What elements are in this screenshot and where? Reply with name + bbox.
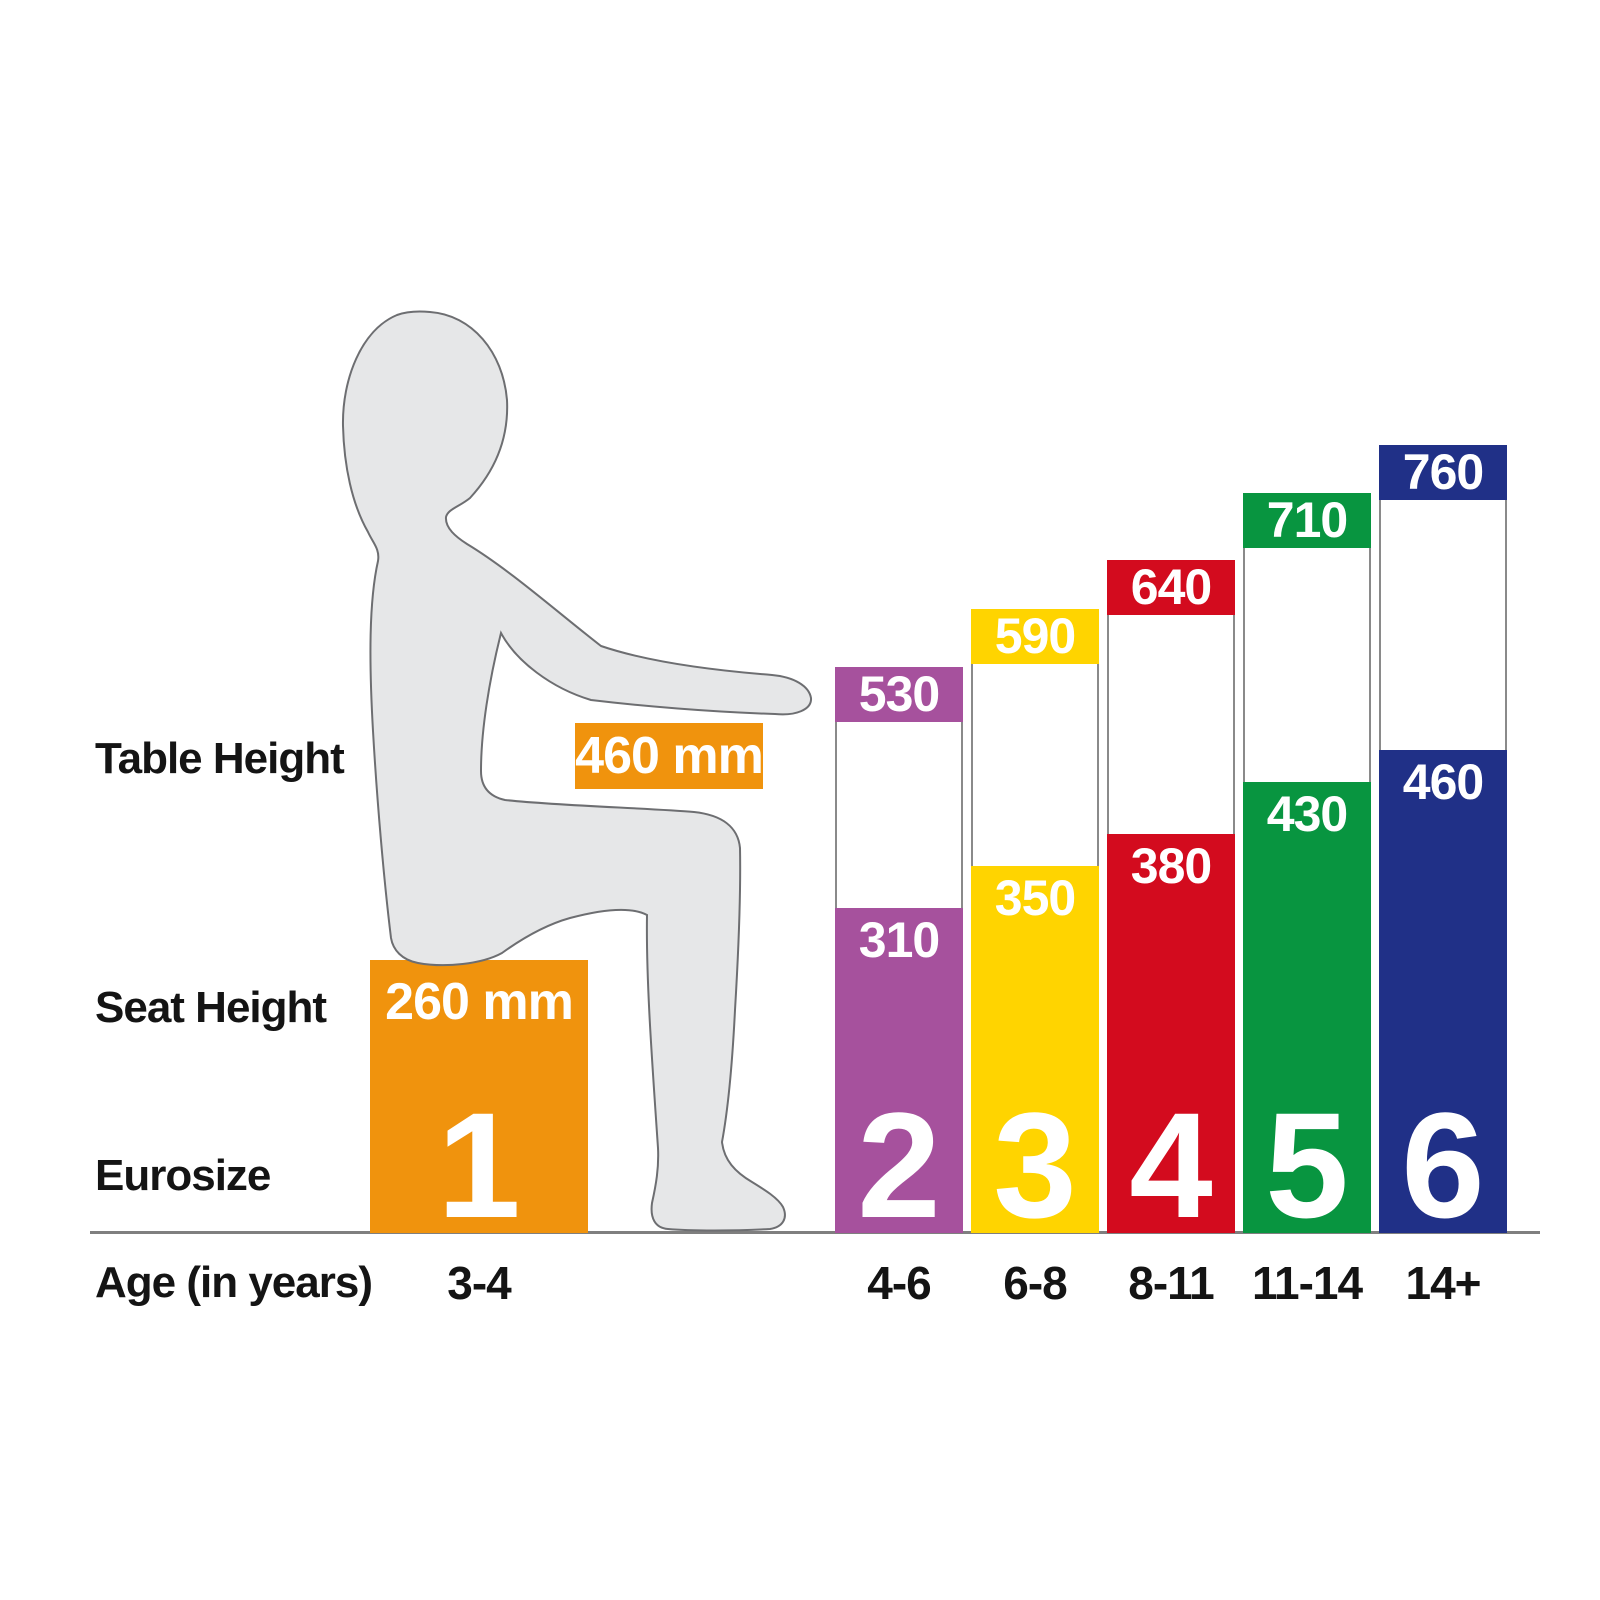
eurosize-digit: 2 xyxy=(857,1081,941,1249)
table-height-value: 530 xyxy=(835,667,963,722)
label-age: Age (in years) xyxy=(95,1258,373,1307)
seat-section: 460 6 xyxy=(1379,750,1507,1249)
size1-seat-block: 260 mm 1 xyxy=(370,960,588,1249)
table-height-value: 590 xyxy=(971,609,1099,664)
table-height-value: 640 xyxy=(1107,560,1235,615)
seat-section: 430 5 xyxy=(1243,782,1371,1249)
size1-eurosize-digit: 1 xyxy=(437,1081,521,1249)
label-seat-height: Seat Height xyxy=(95,983,327,1032)
seat-section: 350 3 xyxy=(971,866,1099,1249)
seat-height-value: 430 xyxy=(1266,786,1348,842)
bar-middle-section xyxy=(1379,500,1507,750)
size1-table-height-box: 460 mm xyxy=(575,723,764,789)
bar-middle-section xyxy=(835,722,963,908)
seat-section: 380 4 xyxy=(1107,834,1235,1249)
bar-eurosize-4: 640 380 4 xyxy=(1107,560,1235,1249)
bar-eurosize-5: 710 430 5 xyxy=(1243,493,1371,1249)
age-value-eurosize-1: 3-4 xyxy=(447,1257,511,1309)
label-table-height: Table Height xyxy=(95,734,345,783)
label-eurosize: Eurosize xyxy=(95,1151,271,1200)
age-value-eurosize-2: 4-6 xyxy=(867,1257,931,1309)
seat-height-value: 310 xyxy=(858,912,940,968)
size1-table-height-value: 460 mm xyxy=(575,727,764,785)
age-value-eurosize-3: 6-8 xyxy=(1003,1257,1067,1309)
seat-height-value: 380 xyxy=(1130,838,1212,894)
seat-height-value: 350 xyxy=(994,870,1076,926)
age-value-eurosize-4: 8-11 xyxy=(1128,1257,1215,1309)
bar-eurosize-6: 760 460 6 xyxy=(1379,445,1507,1249)
bar-eurosize-2: 530 310 2 xyxy=(835,667,963,1249)
eurosize-digit: 3 xyxy=(993,1081,1077,1249)
eurosize-digit: 4 xyxy=(1129,1081,1213,1249)
table-height-value: 760 xyxy=(1379,445,1507,500)
size1-seat-height-value: 260 mm xyxy=(385,973,574,1031)
baseline-axis xyxy=(90,1231,1540,1234)
bar-middle-section xyxy=(1243,548,1371,782)
seat-section: 310 2 xyxy=(835,908,963,1249)
table-height-value: 710 xyxy=(1243,493,1371,548)
bar-middle-section xyxy=(1107,615,1235,834)
age-value-eurosize-5: 11-14 xyxy=(1251,1257,1363,1309)
bar-eurosize-3: 590 350 3 xyxy=(971,609,1099,1249)
eurosize-digit: 5 xyxy=(1265,1081,1349,1249)
silhouette-outline xyxy=(341,310,812,1232)
eurosize-digit: 6 xyxy=(1401,1081,1485,1249)
bar-middle-section xyxy=(971,664,1099,866)
age-value-eurosize-6: 14+ xyxy=(1405,1257,1481,1309)
seat-height-value: 460 xyxy=(1402,754,1484,810)
